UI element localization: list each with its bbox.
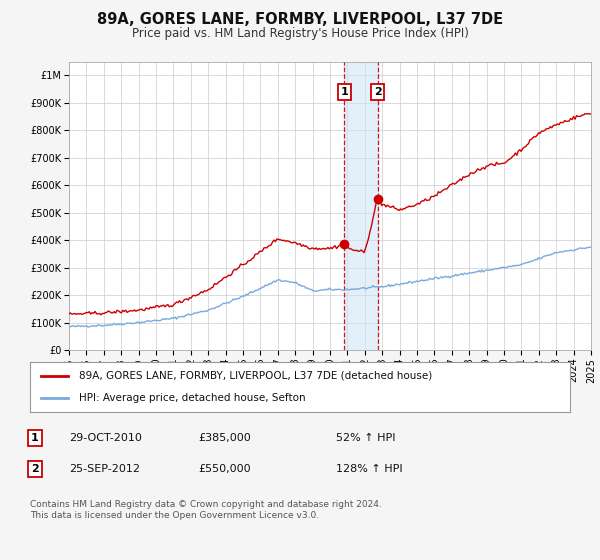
Text: Price paid vs. HM Land Registry's House Price Index (HPI): Price paid vs. HM Land Registry's House … [131, 27, 469, 40]
Text: Contains HM Land Registry data © Crown copyright and database right 2024.
This d: Contains HM Land Registry data © Crown c… [30, 500, 382, 520]
Text: £385,000: £385,000 [198, 433, 251, 443]
Text: 25-SEP-2012: 25-SEP-2012 [69, 464, 140, 474]
Text: 52% ↑ HPI: 52% ↑ HPI [336, 433, 395, 443]
Bar [344, 62, 377, 350]
Text: 89A, GORES LANE, FORMBY, LIVERPOOL, L37 7DE (detached house): 89A, GORES LANE, FORMBY, LIVERPOOL, L37 … [79, 371, 432, 381]
Text: HPI: Average price, detached house, Sefton: HPI: Average price, detached house, Seft… [79, 393, 305, 403]
Text: 2: 2 [374, 87, 382, 97]
Text: 29-OCT-2010: 29-OCT-2010 [69, 433, 142, 443]
Text: 128% ↑ HPI: 128% ↑ HPI [336, 464, 403, 474]
Text: 2: 2 [31, 464, 38, 474]
Text: 89A, GORES LANE, FORMBY, LIVERPOOL, L37 7DE: 89A, GORES LANE, FORMBY, LIVERPOOL, L37 … [97, 12, 503, 27]
Text: £550,000: £550,000 [198, 464, 251, 474]
Text: 1: 1 [341, 87, 349, 97]
Text: 1: 1 [31, 433, 38, 443]
